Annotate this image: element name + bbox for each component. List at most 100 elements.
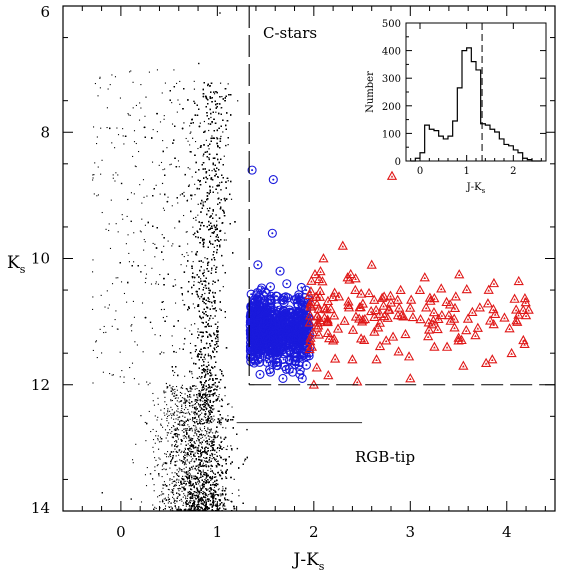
c-star-point-center: [269, 371, 272, 374]
y-tick-label: 6: [40, 3, 50, 21]
x-tick-label: 4: [502, 523, 512, 541]
inset-x-tick-label: 2: [510, 166, 516, 177]
red-c-star-point: [405, 373, 416, 383]
field-star-point: [212, 504, 214, 507]
x-tick-label: 0: [116, 523, 126, 541]
red-c-star-point-center: [490, 358, 494, 362]
field-star-point: [212, 163, 214, 166]
red-c-star-point-center: [476, 327, 480, 330]
c-star-point-center: [254, 333, 257, 336]
c-star-point-center: [283, 314, 286, 317]
c-star-point: [280, 310, 290, 320]
c-star-point: [272, 291, 282, 301]
field-star-point: [222, 264, 224, 267]
c-star-point: [270, 342, 280, 352]
red-c-star-point: [366, 259, 377, 269]
field-star-point: [202, 485, 205, 488]
x-tick-label: 2: [309, 523, 319, 541]
c-star-point-center: [285, 282, 288, 285]
c-star-point: [261, 304, 271, 314]
field-star-point: [219, 290, 221, 292]
field-star-point: [227, 403, 229, 406]
red-c-star-point-center: [370, 264, 374, 267]
y-tick-label: 14: [31, 499, 50, 517]
c-star-point-center: [303, 301, 306, 304]
red-c-star-point: [318, 253, 329, 263]
c-star-point: [294, 323, 304, 333]
field-star-point: [246, 428, 248, 431]
field-star-point: [205, 365, 208, 368]
c-stars-label: C-stars: [263, 24, 317, 42]
c-star-point-center: [293, 339, 296, 342]
field-star-point: [219, 12, 221, 14]
red-c-star-point-center: [310, 346, 314, 349]
field-star-point: [198, 62, 200, 65]
c-star-point-center: [253, 358, 256, 361]
red-c-star-point-center: [322, 257, 325, 261]
c-star-point: [297, 373, 307, 383]
c-star-point: [275, 266, 285, 276]
red-c-star-point: [371, 354, 382, 364]
c-star-point-center: [264, 308, 267, 310]
field-star-point: [215, 214, 217, 216]
inset-y-tick-label: 300: [382, 74, 401, 85]
red-c-star-point-center: [510, 352, 513, 355]
field-star-point: [220, 189, 222, 191]
x-tick-label: 3: [406, 523, 416, 541]
red-c-star-point-center: [423, 276, 427, 279]
red-c-star-point: [342, 272, 353, 282]
x-tick-label: 1: [213, 523, 223, 541]
y-axis-title-main: K: [7, 253, 20, 273]
field-star-point: [236, 447, 239, 450]
red-c-star-point: [400, 328, 411, 339]
red-c-star-point: [313, 303, 324, 313]
c-star-point: [256, 285, 266, 295]
red-c-star-point-center: [346, 276, 349, 279]
red-c-star-point: [443, 309, 455, 320]
field-star-point: [101, 492, 103, 494]
red-c-star-point: [487, 354, 498, 364]
c-star-point-center: [272, 178, 275, 181]
c-star-point-center: [288, 358, 291, 361]
inset-x-tick-label: 1: [463, 166, 469, 177]
red-c-star-point: [453, 335, 464, 345]
c-star-point-center: [281, 377, 284, 380]
c-star-point: [262, 317, 273, 327]
inset-x-tick-label: 0: [417, 166, 423, 177]
field-star-point: [214, 315, 216, 317]
x-axis-title: J-Ks: [292, 550, 325, 573]
field-star-point: [169, 384, 171, 387]
red-c-star-point-center: [375, 358, 378, 362]
c-star-point: [267, 228, 277, 238]
red-c-star-point: [356, 316, 368, 326]
c-star-point: [259, 348, 269, 358]
c-star-point: [247, 165, 257, 175]
inset-frame: [405, 22, 547, 162]
red-c-star-point: [337, 240, 348, 250]
c-star-point: [253, 260, 263, 270]
x-axis-title-sub: s: [319, 560, 325, 573]
red-c-star-point-center: [399, 289, 402, 292]
red-c-star-point: [429, 341, 440, 351]
red-c-star-point-center: [447, 314, 451, 317]
red-c-star-point: [520, 309, 532, 320]
c-star-point-center: [279, 270, 282, 273]
red-c-star-point-center: [433, 346, 436, 349]
y-axis-title-sub: s: [20, 263, 26, 276]
inset-triangle-marker-center: [390, 175, 394, 178]
field-star-point: [190, 151, 192, 153]
red-c-star-point: [472, 322, 483, 332]
inset-x-axis-title: J-Ks: [466, 182, 486, 195]
x-axis-title-main: J-K: [292, 550, 320, 570]
red-c-star-point-center: [524, 314, 528, 317]
c-star-point-center: [266, 320, 269, 323]
c-star-point: [282, 279, 292, 289]
red-c-star-point-center: [355, 380, 359, 384]
rgb-tip-label: RGB-tip: [355, 448, 415, 466]
field-star-point: [198, 416, 200, 418]
y-tick-label: 12: [31, 376, 50, 394]
c-star-point: [301, 285, 311, 295]
inset-x-axis-title-main: J-K: [466, 182, 482, 193]
